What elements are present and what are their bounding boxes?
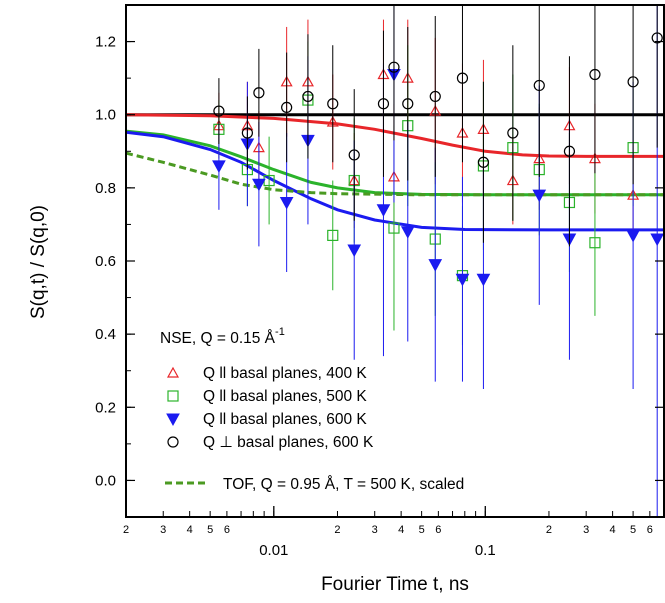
plot-area [126, 5, 664, 517]
data-point [477, 156, 490, 168]
x-minor-tick-label: 4 [187, 524, 193, 536]
data-point [626, 229, 640, 243]
x-minor-tick-label: 3 [372, 524, 378, 536]
x-minor-tick-label: 5 [207, 524, 213, 536]
data-point [253, 87, 265, 99]
legend-marker [166, 413, 180, 427]
x-major-tick-label: 0.01 [259, 542, 288, 559]
legend-label: Q ll basal planes, 400 K [203, 365, 367, 382]
x-minor-tick-label: 4 [398, 524, 404, 536]
data-point [533, 79, 545, 92]
data-point [507, 127, 519, 139]
data-point [400, 226, 415, 239]
fit-line [126, 130, 664, 232]
data-point [429, 90, 441, 103]
data-point [281, 101, 293, 114]
x-minor-tick-label: 3 [160, 524, 166, 536]
data-point [651, 32, 663, 44]
tof-legend-label: TOF, Q = 0.95 Å, T = 500 K, scaled [223, 476, 464, 493]
data-point [402, 98, 414, 110]
fit-line [126, 129, 664, 197]
data-point [650, 233, 664, 247]
data-point [348, 149, 360, 161]
data-point [252, 178, 266, 192]
legend-marker [166, 366, 180, 378]
data-point [428, 259, 443, 272]
x-minor-tick-label: 5 [419, 524, 425, 536]
data-point [589, 68, 601, 81]
y-tick-label: 0.0 [95, 472, 116, 489]
x-minor-tick-label: 2 [123, 524, 129, 536]
x-minor-tick-label: 6 [224, 524, 230, 536]
y-tick-label: 0.6 [95, 253, 116, 270]
axes: 0.00.20.40.60.81.01.22 3 4 5 6 2 3 4 5 6 2 3 4 5 60.01… [95, 4, 664, 559]
data-point [456, 72, 469, 84]
data-point [532, 189, 547, 203]
data-point [376, 204, 391, 217]
x-minor-tick-label: 3 [583, 524, 589, 536]
data-point [377, 98, 390, 110]
data-point [213, 105, 225, 117]
x-minor-tick-label: 5 [630, 524, 636, 536]
y-axis-title: S(q,t) / S(q,0) [28, 205, 49, 319]
y-tick-label: 0.8 [95, 180, 116, 197]
series-0 [212, 19, 640, 251]
x-minor-tick-label: 4 [610, 524, 616, 536]
legend-marker [167, 390, 179, 402]
fit-line [126, 113, 664, 158]
series-3 [213, 5, 663, 247]
data-point [589, 237, 601, 249]
data-point [302, 90, 314, 103]
data-point [455, 273, 470, 287]
data-point [327, 229, 339, 241]
x-axis-title: Fourier Time t, ns [321, 574, 469, 595]
data-point [212, 160, 226, 173]
series-2 [212, 5, 664, 517]
data-point [347, 244, 362, 258]
y-tick-label: 1.2 [95, 34, 116, 51]
x-minor-tick-label: 6 [435, 524, 441, 536]
x-minor-tick-label: 2 [546, 524, 552, 536]
data-point [388, 222, 400, 234]
legend-label: Q ll basal planes, 600 K [203, 411, 367, 428]
data-point [627, 76, 639, 88]
x-minor-tick-label: 6 [647, 524, 653, 536]
data-point [388, 61, 400, 73]
y-tick-label: 0.2 [95, 399, 116, 416]
legend-marker [167, 436, 179, 448]
plot-content [126, 5, 664, 517]
legend: NSE, Q = 0.15 Å-1 Q ll basal planes, 400… [160, 326, 464, 493]
y-tick-label: 0.4 [95, 326, 116, 343]
data-point [327, 98, 339, 110]
data-point [476, 273, 491, 287]
data-point [279, 196, 294, 210]
x-minor-tick-label: 2 [334, 524, 340, 536]
legend-label: Q ⊥ basal planes, 600 K [203, 434, 374, 451]
data-point [241, 127, 253, 139]
data-point [563, 145, 576, 157]
legend-label: Q ll basal planes, 500 K [203, 388, 367, 405]
y-tick-label: 1.0 [95, 107, 116, 124]
x-major-tick-label: 0.1 [475, 542, 496, 559]
legend-title: NSE, Q = 0.15 Å-1 [160, 326, 285, 347]
